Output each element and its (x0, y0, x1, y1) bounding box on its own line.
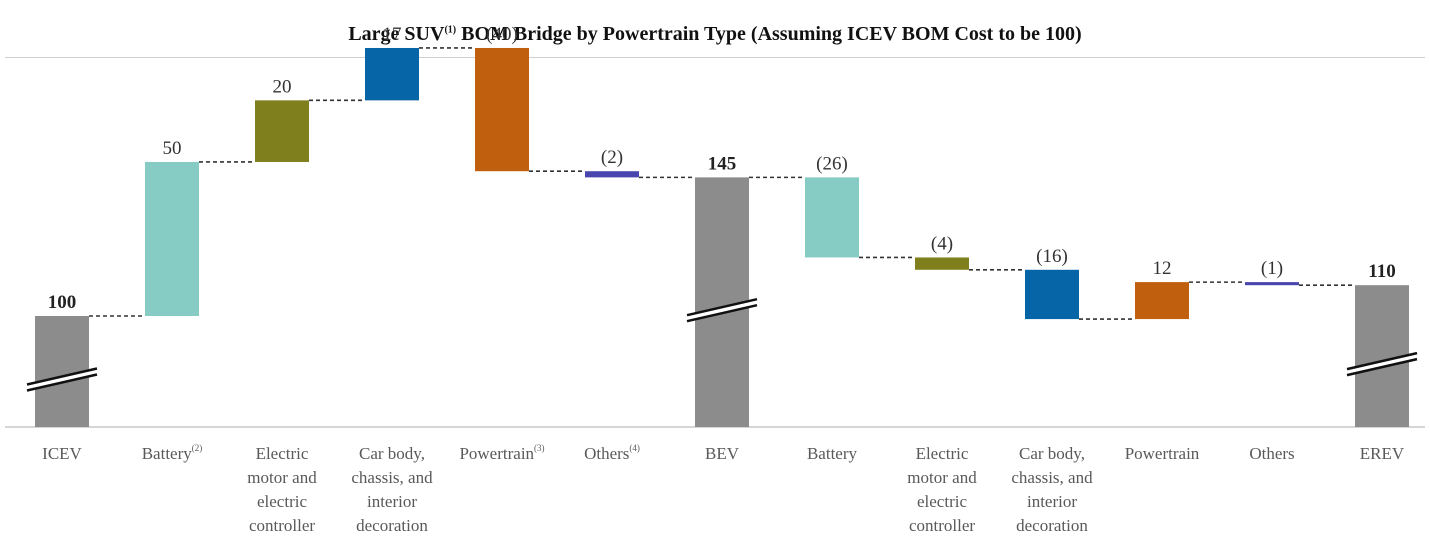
bar-10 (1135, 282, 1189, 320)
data-label-9: (16) (1036, 246, 1068, 267)
bar-8 (915, 257, 969, 270)
bar-1 (145, 161, 199, 316)
axis-break-line-b-12 (1346, 357, 1418, 377)
chart-title: Large SUV(1) BOM Bridge by Powertrain Ty… (0, 24, 1430, 44)
category-label-1: Battery(2) (142, 443, 203, 463)
chart-title-rest: BOM Bridge by Powertrain Type (Assuming … (456, 23, 1082, 45)
category-label-5: Others(4) (584, 443, 640, 463)
category-label-4: Powertrain(3) (459, 443, 544, 463)
bar-2 (255, 100, 309, 162)
axis-break-line-b-6 (686, 303, 758, 323)
category-label-7: Battery (807, 444, 858, 463)
chart-title-main: Large SUV (348, 23, 445, 45)
category-label-8: Electric motor and electric controller (907, 444, 977, 535)
data-label-2: 20 (273, 76, 292, 97)
data-label-11: (1) (1261, 258, 1283, 279)
data-label-7: (26) (816, 153, 848, 174)
axis-break-line-a-12 (1346, 351, 1418, 371)
axis-break-gap-0 (27, 368, 97, 391)
data-label-8: (4) (931, 233, 953, 254)
data-label-4: (40) (486, 24, 518, 45)
axis-break-line-a-0 (26, 367, 98, 386)
title-divider (5, 57, 1425, 58)
bar-11 (1245, 282, 1299, 286)
category-label-9: Car body, chassis, and interior decoration (1011, 444, 1093, 535)
bar-9 (1025, 269, 1079, 320)
data-label-3: 17 (383, 24, 402, 45)
axis-break-gap-6 (687, 299, 757, 322)
category-label-12: EREV (1360, 444, 1405, 463)
category-label-6: BEV (705, 444, 740, 463)
category-label-2: Electric motor and electric controller (247, 444, 317, 535)
data-label-6: 145 (708, 153, 737, 174)
axis-break-line-b-0 (26, 373, 98, 392)
category-label-3: Car body, chassis, and interior decoration (351, 444, 433, 535)
bar-7 (805, 177, 859, 258)
data-label-10: 12 (1153, 258, 1172, 279)
axis-break-gap-12 (1347, 353, 1417, 376)
category-label-11: Others (1249, 444, 1294, 463)
axis-break-line-a-6 (686, 297, 758, 317)
category-label-0: ICEV (42, 444, 82, 463)
data-label-12: 110 (1368, 261, 1395, 282)
bar-3 (365, 47, 419, 101)
data-label-5: (2) (601, 147, 623, 168)
bar-4 (475, 47, 529, 172)
data-label-1: 50 (163, 138, 182, 159)
chart-title-footnote: (1) (444, 24, 457, 36)
bar-5 (585, 171, 639, 178)
data-label-0: 100 (48, 292, 77, 313)
category-label-10: Powertrain (1125, 444, 1200, 463)
